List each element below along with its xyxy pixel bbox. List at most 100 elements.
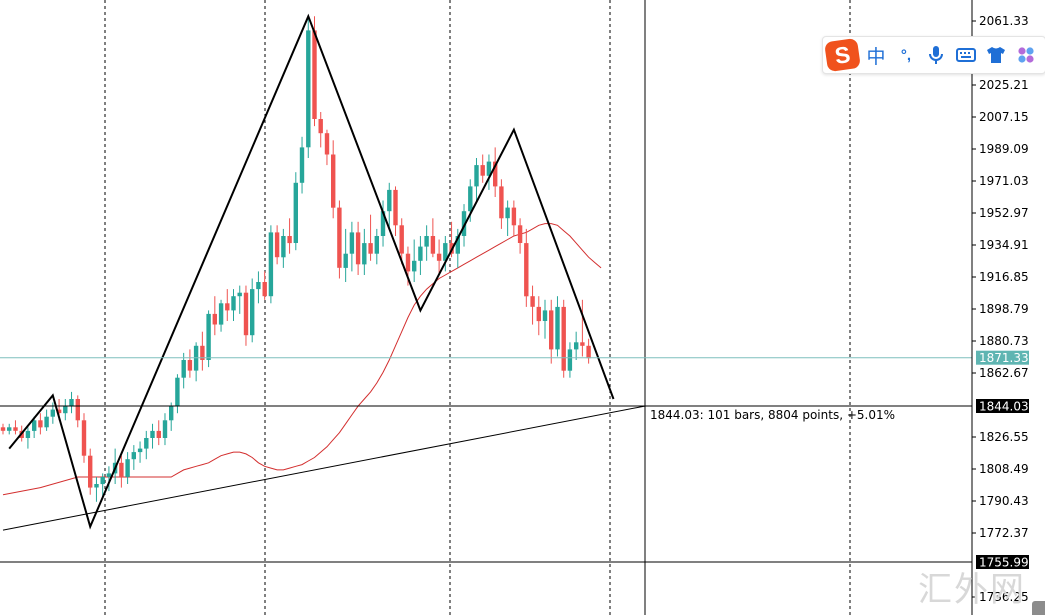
candle — [0, 423, 6, 435]
price-tick-label: 1808.49 — [979, 462, 1029, 476]
candle-body — [542, 310, 548, 321]
candle — [175, 374, 180, 414]
candle-body — [399, 225, 404, 254]
keyboard-icon[interactable] — [951, 40, 981, 70]
candle-body — [424, 236, 429, 247]
candle-body — [94, 484, 99, 488]
candle — [225, 289, 230, 321]
candle — [331, 140, 336, 219]
candle — [493, 147, 498, 197]
candle — [137, 441, 143, 463]
candle-body — [268, 232, 274, 297]
price-tick-label: 1989.09 — [979, 142, 1029, 156]
candle — [25, 427, 31, 449]
candle-body — [586, 345, 591, 359]
candle-body — [368, 243, 373, 254]
candle-body — [137, 448, 143, 453]
candle — [480, 154, 485, 183]
candle — [574, 331, 579, 360]
candle — [299, 136, 305, 194]
ime-punctuation-button[interactable]: °, — [900, 46, 912, 64]
candle-body — [536, 306, 541, 322]
candle-body — [106, 473, 112, 477]
candle-body — [480, 165, 485, 176]
grid-icon[interactable] — [1011, 40, 1041, 70]
candle — [100, 473, 105, 499]
price-tick-label: 1880.73 — [979, 334, 1029, 348]
candle-body — [169, 406, 174, 421]
candle — [243, 285, 249, 346]
candle-body — [380, 211, 386, 236]
candle — [262, 271, 267, 300]
candle — [549, 299, 554, 364]
watermark: 汇外网 — [918, 570, 1026, 610]
mic-icon[interactable] — [921, 40, 951, 70]
candle — [212, 296, 217, 336]
candle — [499, 179, 504, 229]
candle — [349, 221, 355, 272]
candle-body — [461, 211, 467, 236]
candle-body — [281, 236, 286, 258]
candle-body — [156, 430, 161, 438]
candle-body — [88, 455, 93, 488]
candle-body — [250, 289, 255, 336]
candle-body — [69, 399, 74, 407]
corner-handle[interactable] — [1032, 601, 1045, 615]
candle-body — [162, 420, 168, 438]
price-tick-label: 1736.25 — [979, 590, 1029, 604]
candle — [181, 352, 186, 389]
ime-logo[interactable]: S — [823, 37, 861, 73]
candle-body — [299, 147, 305, 183]
tshirt-icon[interactable] — [981, 40, 1011, 70]
candle-body — [555, 306, 560, 350]
candle-body — [256, 282, 261, 290]
candle — [13, 420, 18, 435]
ruler-trend-line — [2, 405, 645, 531]
candle — [231, 289, 236, 321]
candle — [281, 228, 286, 268]
grid-lines — [104, 0, 851, 615]
candle — [63, 399, 68, 421]
drawing-objects[interactable] — [2, 13, 645, 531]
candle-body — [430, 236, 436, 254]
price-axis[interactable]: 2061.33 2025.21 2007.15 1989.09 1971.03 1952.… — [971, 0, 1029, 615]
candle — [380, 200, 386, 247]
price-tick-label: 1772.37 — [979, 526, 1029, 540]
candle-body — [0, 427, 6, 431]
ime-toolbar[interactable]: S 中 °, — [822, 36, 1045, 74]
candles — [0, 16, 591, 502]
candle — [206, 310, 211, 368]
candle — [274, 225, 280, 265]
candle — [32, 416, 37, 438]
candle-body — [262, 282, 267, 297]
candle — [393, 186, 398, 236]
price-tag-low — [976, 555, 1029, 569]
candle-body — [343, 253, 348, 268]
candle-body — [187, 360, 193, 371]
candle-body — [175, 377, 180, 406]
candle-body — [100, 477, 105, 485]
candle — [131, 445, 136, 470]
candle — [374, 228, 379, 265]
candle-body — [212, 313, 217, 325]
ime-chinese-mode-button[interactable]: 中 — [866, 46, 886, 68]
candle-body — [243, 292, 249, 336]
candle — [306, 16, 311, 158]
candle — [156, 420, 161, 446]
candle-body — [225, 303, 230, 311]
candle — [318, 112, 323, 148]
candle-body — [324, 133, 330, 155]
candle-body — [362, 243, 367, 265]
candle — [436, 239, 442, 275]
candle — [387, 182, 392, 229]
candle-body — [25, 430, 31, 438]
candle — [505, 200, 510, 236]
candle-body — [443, 243, 448, 261]
candle-body — [63, 406, 68, 414]
candle — [268, 225, 274, 304]
candle — [106, 466, 112, 492]
candle-body — [574, 342, 579, 350]
candle-body — [455, 236, 460, 254]
candle-body — [50, 409, 55, 417]
